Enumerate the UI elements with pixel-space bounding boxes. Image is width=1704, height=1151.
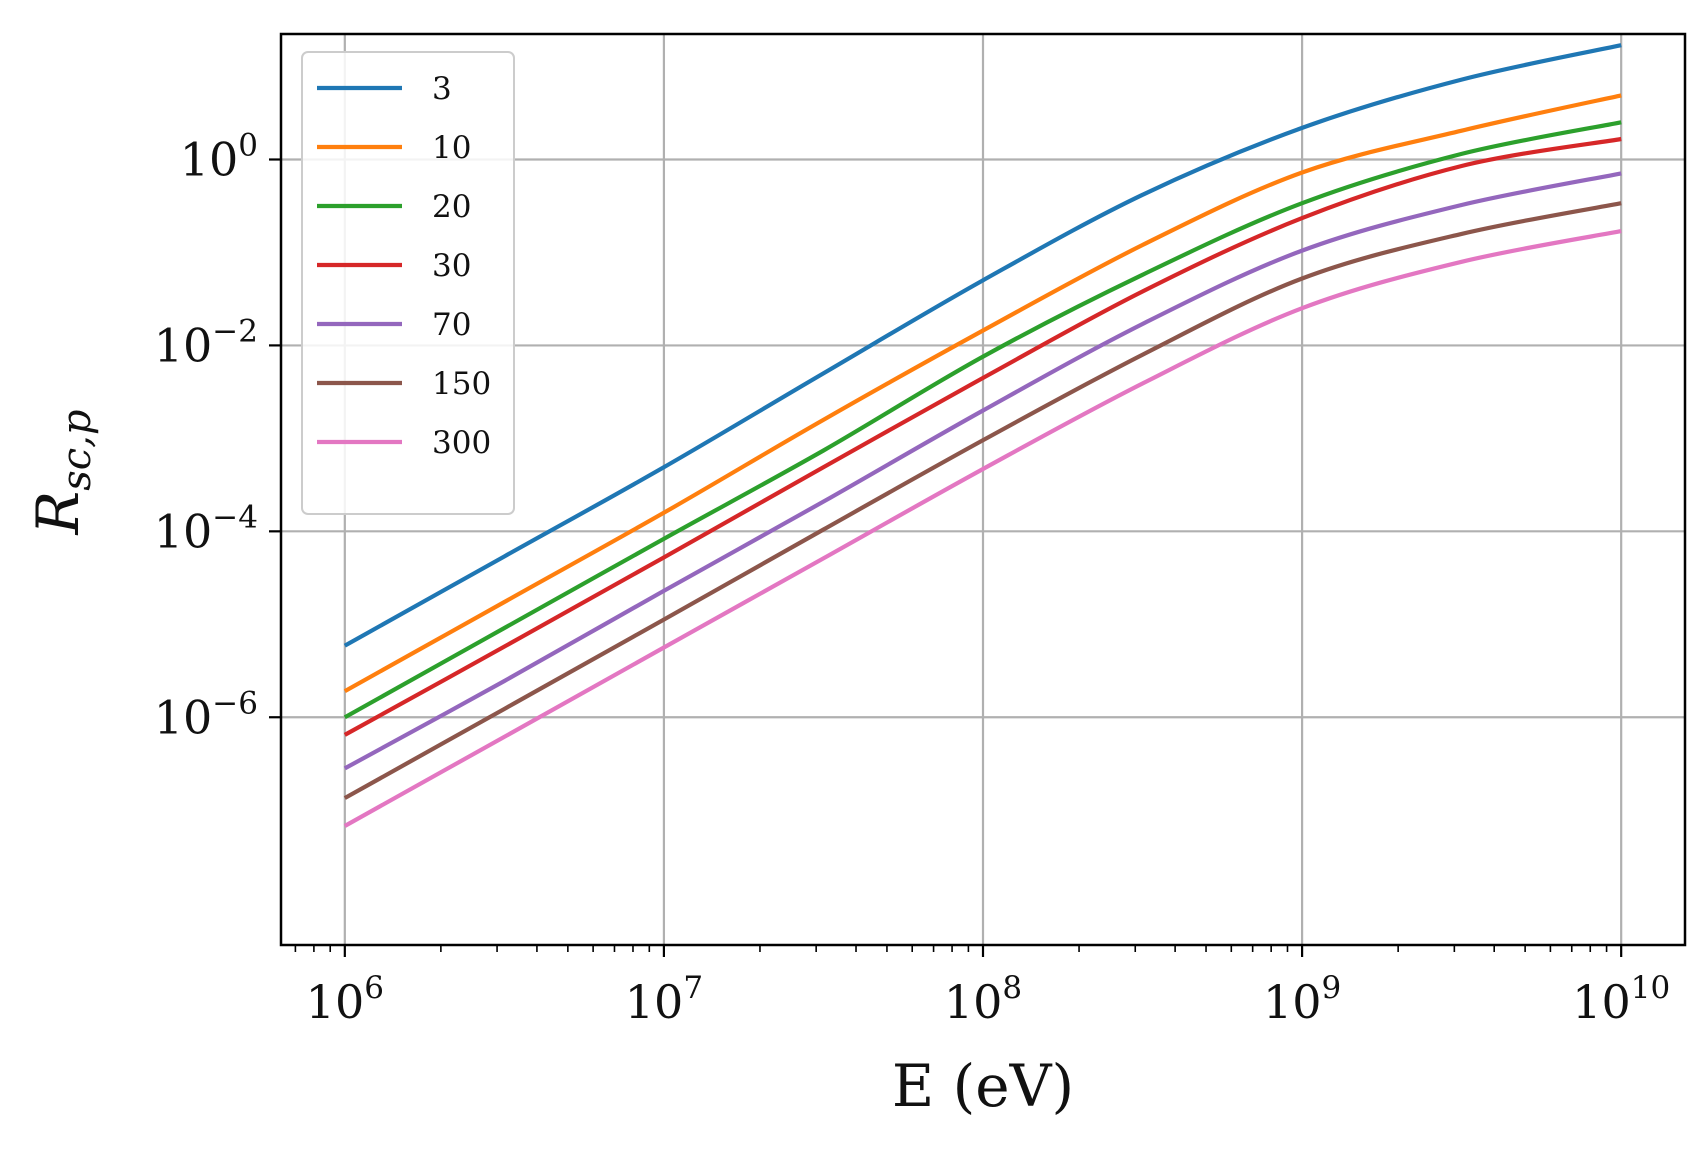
- x-tick-label: 1010: [1572, 970, 1670, 1029]
- legend-label: 300: [432, 425, 491, 461]
- x-minor-ticks: [294, 945, 1608, 952]
- y-tick-labels: 102 100 10−2 10−4 10−6: [154, 0, 258, 744]
- legend-label: 70: [432, 307, 471, 343]
- series-layer: [343, 43, 1622, 828]
- series-line-150: [343, 201, 1622, 800]
- series-line-30: [343, 136, 1622, 737]
- plot-frame: [279, 32, 1687, 947]
- y-tick-label: 102: [180, 0, 258, 1]
- series-line-10: [343, 93, 1622, 694]
- y-axis-title-sub: sc,p: [54, 410, 100, 491]
- y-axis-title: Rsc,p: [24, 410, 100, 536]
- y-tick-label: 10−6: [154, 685, 258, 744]
- legend-entry-10: 10: [317, 130, 471, 166]
- y-axis-title-main: R: [24, 491, 92, 536]
- legend-entry-300: 300: [317, 425, 491, 461]
- legend: 3 10 20 30 70 150 300: [301, 51, 515, 515]
- legend-label: 3: [432, 71, 452, 107]
- series-line-20: [343, 120, 1622, 720]
- legend-entry-3: 3: [317, 71, 452, 107]
- legend-box: [301, 51, 515, 515]
- y-tick-label: 100: [180, 127, 258, 186]
- x-tick-label: 108: [944, 970, 1022, 1029]
- x-tick-labels: 106 107 108 109 1010: [306, 970, 1671, 1029]
- y-tick-label: 10−2: [154, 313, 258, 372]
- y-tick-label: 10−4: [154, 499, 258, 558]
- series-line-3: [343, 43, 1622, 648]
- legend-entry-70: 70: [317, 307, 471, 343]
- series-line-300: [343, 229, 1622, 828]
- x-tick-label: 106: [306, 970, 384, 1029]
- legend-entry-30: 30: [317, 248, 471, 284]
- series-line-70: [343, 171, 1622, 771]
- legend-label: 30: [432, 248, 471, 284]
- legend-label: 20: [432, 189, 471, 225]
- legend-entry-150: 150: [317, 366, 491, 402]
- x-axis-title: E (eV): [892, 1052, 1074, 1120]
- x-tick-label: 109: [1263, 970, 1341, 1029]
- legend-label: 150: [432, 366, 491, 402]
- legend-entry-20: 20: [317, 189, 471, 225]
- legend-label: 10: [432, 130, 471, 166]
- x-tick-label: 107: [625, 970, 703, 1029]
